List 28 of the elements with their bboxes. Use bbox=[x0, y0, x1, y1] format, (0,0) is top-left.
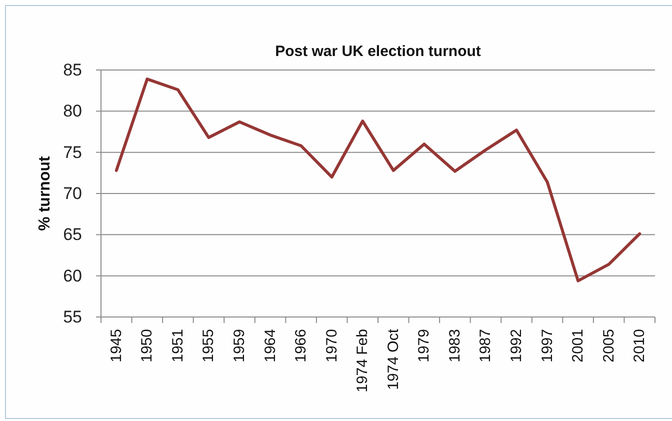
x-tick-label: 1987 bbox=[477, 329, 494, 362]
x-tick-label: 1951 bbox=[169, 329, 186, 362]
x-tick-label: 1979 bbox=[416, 329, 433, 362]
y-tick-label: 55 bbox=[63, 308, 82, 326]
x-tick-label: 2005 bbox=[600, 329, 618, 362]
y-tick-label: 70 bbox=[63, 184, 82, 203]
x-tick-label: 1966 bbox=[292, 329, 310, 362]
y-tick-label: 85 bbox=[63, 60, 82, 80]
y-axis-title: % turnout bbox=[36, 156, 54, 231]
x-tick-label: 2001 bbox=[570, 329, 587, 362]
y-tick-label: 65 bbox=[63, 225, 82, 244]
x-tick-label: 1997 bbox=[538, 329, 556, 362]
x-tick-label: 1974 Oct bbox=[384, 328, 402, 390]
y-tick-label: 75 bbox=[63, 142, 82, 162]
x-tick-label: 1983 bbox=[446, 329, 464, 362]
x-tick-label: 2010 bbox=[631, 329, 648, 362]
x-tick-label: 1955 bbox=[200, 329, 218, 362]
x-tick-label: 1945 bbox=[108, 329, 125, 362]
x-tick-label: 1992 bbox=[508, 329, 525, 362]
x-tick-label: 1959 bbox=[231, 329, 248, 362]
y-tick-label: 80 bbox=[63, 102, 82, 121]
x-tick-label: 1974 Feb bbox=[354, 329, 372, 392]
x-tick-label: 1970 bbox=[323, 329, 340, 362]
x-tick-label: 1964 bbox=[262, 329, 279, 362]
x-tick-label: 1950 bbox=[138, 329, 156, 362]
y-tick-label: 60 bbox=[63, 266, 82, 286]
line-series bbox=[114, 78, 642, 282]
chart-title: Post war UK election turnout bbox=[274, 43, 482, 60]
